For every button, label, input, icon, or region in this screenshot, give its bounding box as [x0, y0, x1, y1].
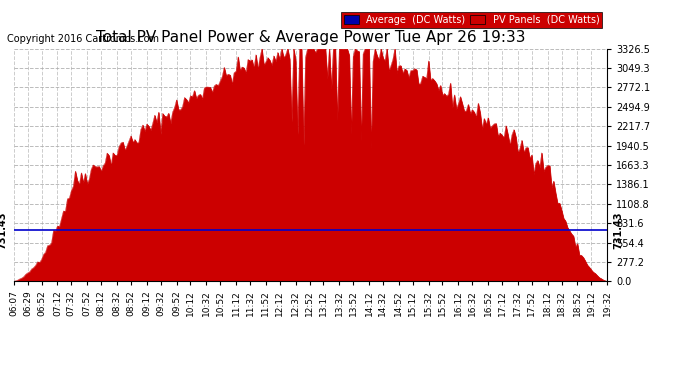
Text: Copyright 2016 Cartronics.com: Copyright 2016 Cartronics.com — [7, 34, 159, 44]
Text: 731.43: 731.43 — [613, 211, 623, 249]
Text: 731.43: 731.43 — [0, 211, 8, 249]
Title: Total PV Panel Power & Average Power Tue Apr 26 19:33: Total PV Panel Power & Average Power Tue… — [96, 30, 525, 45]
Legend: Average  (DC Watts), PV Panels  (DC Watts): Average (DC Watts), PV Panels (DC Watts) — [341, 12, 602, 28]
